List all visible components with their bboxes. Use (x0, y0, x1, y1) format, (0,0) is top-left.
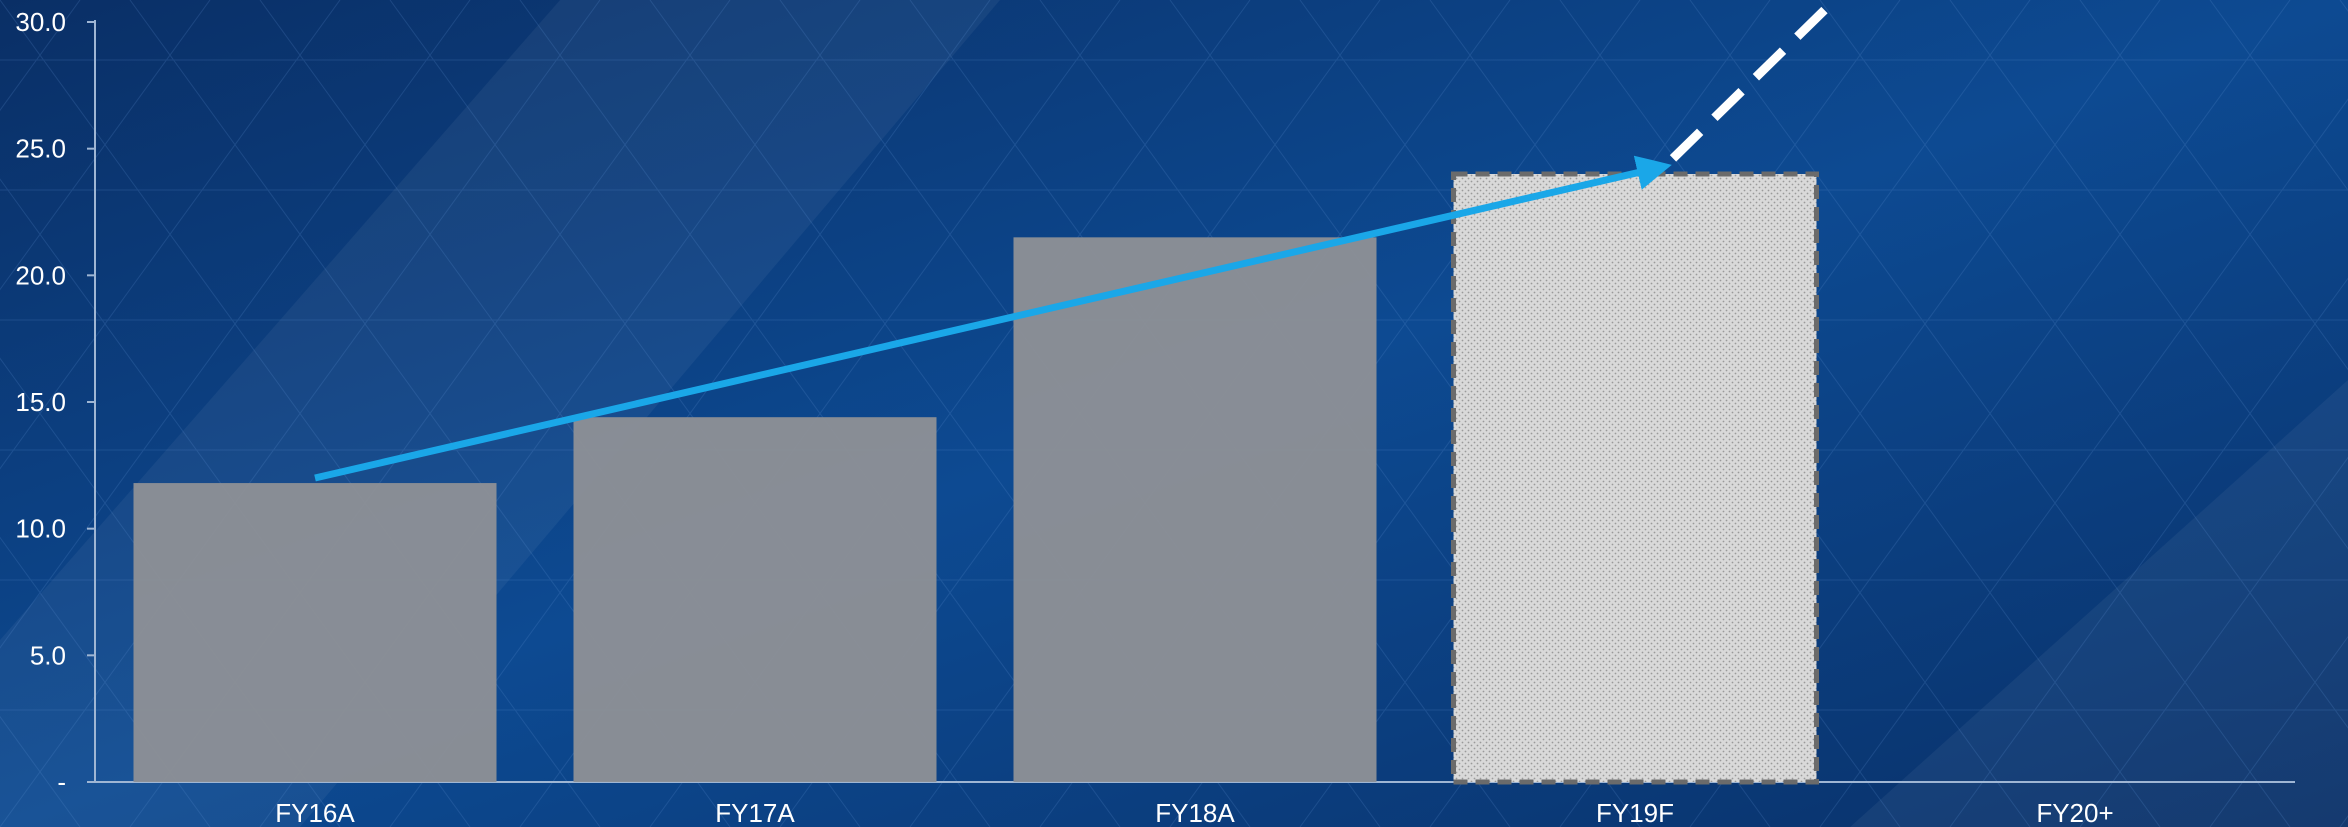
bars (133, 171, 1819, 785)
y-tick-label: 15.0 (15, 387, 66, 417)
y-tick-label: 20.0 (15, 260, 66, 290)
bar-forecast (1451, 171, 1819, 785)
bar (1013, 237, 1377, 783)
y-tick-label: 30.0 (15, 7, 66, 37)
x-tick-label: FY20+ (2036, 798, 2113, 827)
x-tick-label: FY18A (1155, 798, 1235, 827)
y-tick-label: 25.0 (15, 134, 66, 164)
bar (573, 417, 937, 782)
trend-annotation (314, 0, 1842, 482)
y-tick-label: 10.0 (15, 514, 66, 544)
x-axis-labels: FY16A FY17A FY18A FY19F FY20+ (275, 798, 2113, 827)
trend-extension-dashed (1669, 0, 1842, 162)
x-tick-label: FY19F (1596, 798, 1674, 827)
trend-arrow (314, 155, 1672, 482)
y-tick-label: - (57, 767, 66, 797)
bar (133, 483, 497, 782)
x-tick-label: FY16A (275, 798, 355, 827)
x-tick-label: FY17A (715, 798, 795, 827)
y-axis-ticks: - 5.0 10.0 15.0 20.0 25.0 30.0 (15, 7, 95, 797)
y-tick-label: 5.0 (30, 640, 66, 670)
